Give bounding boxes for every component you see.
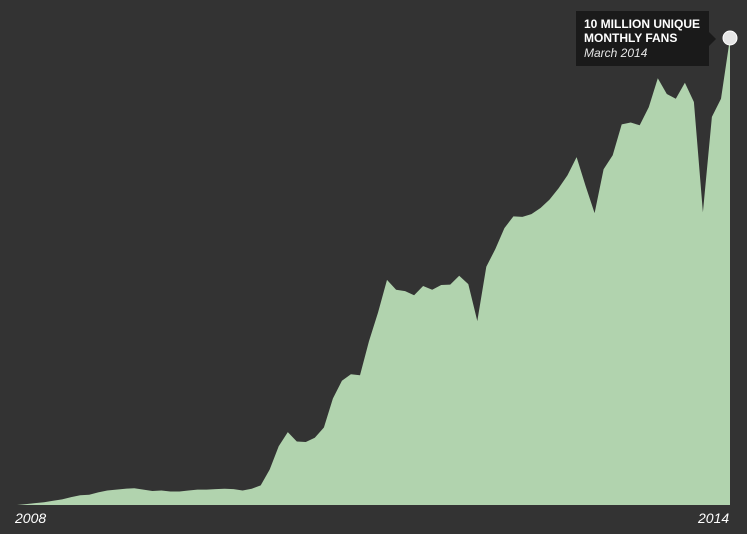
highlight-point-marker[interactable]: [722, 30, 738, 46]
tooltip-date: March 2014: [584, 46, 648, 60]
x-tick-label-end: 2014: [698, 510, 730, 526]
tooltip-title: 10 MILLION UNIQUE MONTHLY FANS: [584, 17, 701, 45]
x-tick-label-start: 2008: [15, 510, 47, 526]
highlight-tooltip: 10 MILLION UNIQUE MONTHLY FANS March 201…: [576, 11, 716, 66]
fans-area: [17, 38, 730, 505]
